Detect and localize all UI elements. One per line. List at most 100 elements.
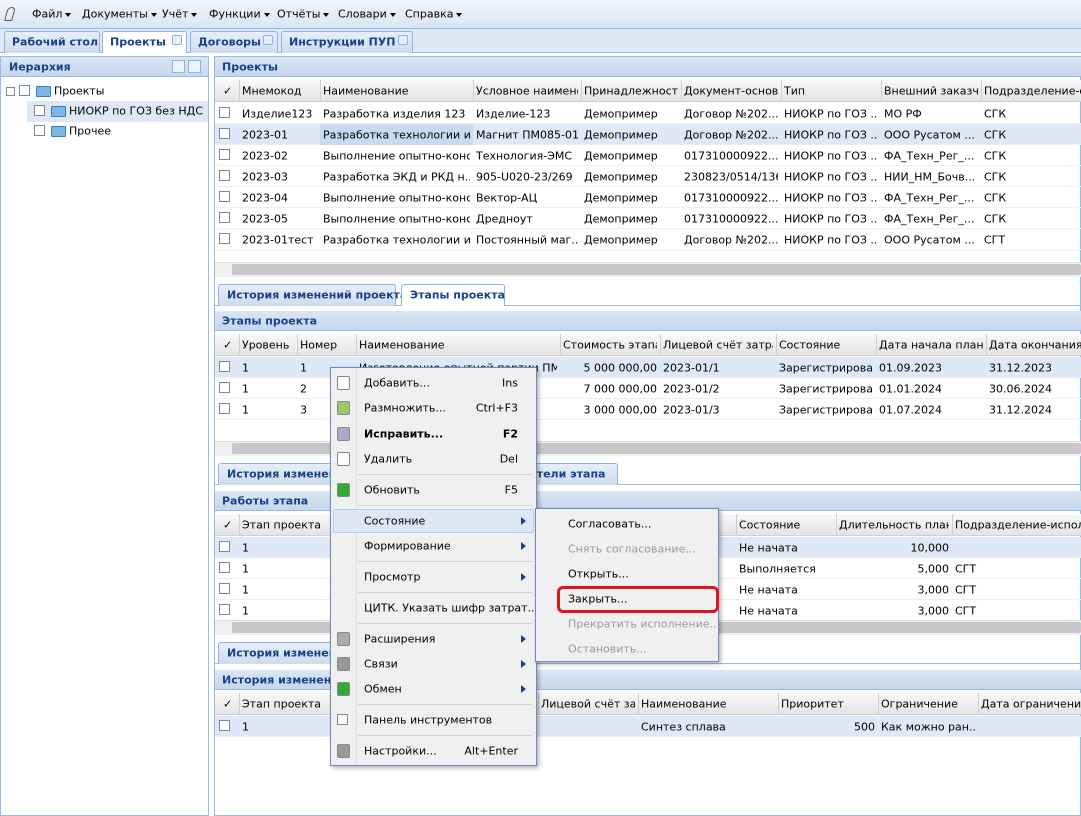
grid-cell[interactable]: Как можно ран... [881,720,975,734]
grid-cell[interactable]: 2023-01 [242,128,288,142]
grid-cell[interactable]: ФА_Техн_Рег_... [884,191,975,205]
grid-cell[interactable]: СГТ [984,233,1006,247]
grid-cell[interactable]: Технология-ЭМС [476,149,573,163]
grid-cell[interactable]: 01.01.2024 [879,382,942,396]
tool-btn[interactable] [172,60,185,73]
grid-cell[interactable]: СГК [984,212,1007,226]
grid-cell[interactable]: 1 [242,541,249,555]
tab[interactable] [4,31,100,53]
menu-item[interactable]: Панель инструментов [364,713,493,727]
checkbox[interactable] [219,382,230,393]
grid-cell[interactable]: МО РФ [884,107,922,121]
grid-cell[interactable]: 2023-03 [242,170,288,184]
submenu-item[interactable]: Открыть... [568,567,629,581]
grid-cell[interactable]: Дредноут [476,212,533,226]
grid-cell[interactable]: Демопример [584,149,658,163]
grid-cell[interactable]: СГК [984,191,1007,205]
grid-cell[interactable]: 3,000 [917,604,950,618]
grid-cell[interactable]: 5,000 [917,562,950,576]
tab-label[interactable]: ители этапа [529,467,606,481]
submenu-item[interactable]: Согласовать... [568,517,652,531]
checkbox[interactable] [34,125,45,136]
tab[interactable] [190,31,278,53]
grid-cell[interactable]: 1 [242,361,249,375]
grid-cell[interactable]: 230823/0514/136 [684,170,778,184]
tree-node[interactable]: Проекты [54,84,105,98]
checkbox[interactable] [219,212,230,223]
grid-cell[interactable]: НИОКР по ГОЗ ... [784,128,878,142]
tab[interactable] [218,284,396,306]
checkbox[interactable] [219,562,230,573]
tab[interactable] [401,284,505,306]
grid-cell[interactable]: Не начата [739,583,798,597]
grid-cell[interactable]: Вектор-АЦ [476,191,538,205]
grid-cell[interactable]: Не начата [739,604,798,618]
checkbox[interactable] [219,149,230,160]
submenu-item[interactable]: Закрыть... [568,592,628,606]
grid-cell[interactable]: 1 [242,403,249,417]
checkbox[interactable] [219,233,230,244]
grid-cell[interactable]: 1 [242,583,249,597]
grid-cell[interactable]: 1 [242,720,249,734]
menu-item[interactable]: Словари [338,7,387,21]
grid-cell[interactable]: Зарегистрирован [779,361,873,375]
menu-item[interactable]: Связи [364,657,398,671]
checkbox[interactable] [219,583,230,594]
tab-label[interactable]: Проекты [110,35,166,49]
grid-cell[interactable]: Не начата [739,541,798,555]
tab-close[interactable] [263,35,273,45]
grid-cell[interactable]: 017310000922... [684,212,778,226]
grid-cell[interactable]: Постоянный маг... [476,233,578,247]
grid-cell[interactable]: Демопример [584,128,658,142]
grid-cell[interactable]: 01.07.2024 [879,403,942,417]
grid-cell[interactable]: Изделие123 [242,107,313,121]
tab-label[interactable]: История изменени [227,467,345,481]
grid-cell[interactable]: СГТ [955,604,977,618]
tree-toggle[interactable] [6,87,15,96]
grid-cell[interactable]: ООО Русатом ... [884,233,975,247]
grid-cell[interactable]: Демопример [584,212,658,226]
grid-cell[interactable]: Синтез сплава [641,720,726,734]
tab-label[interactable]: История изменений проекта [227,288,408,302]
grid-cell[interactable]: СГК [984,128,1007,142]
menu-item[interactable]: Удалить [364,452,413,466]
grid-cell[interactable]: Договор №202... [684,128,778,142]
tab-label[interactable]: История изменени [227,646,345,660]
checkbox[interactable] [219,361,230,372]
scroll-thumb[interactable] [232,264,1081,275]
grid-cell[interactable]: СГК [984,170,1007,184]
grid-cell[interactable]: 10,000 [910,541,950,555]
grid-cell[interactable]: Выполнение опытно-конс... [323,191,470,205]
grid-cell[interactable]: Зарегистрирован [779,403,873,417]
grid-cell[interactable]: ФА_Техн_Рег_... [884,212,975,226]
grid-cell[interactable]: СГК [984,149,1007,163]
grid-cell[interactable]: СГК [984,107,1007,121]
grid-cell[interactable]: 1 [300,361,307,375]
grid-cell[interactable]: НИОКР по ГОЗ ... [784,149,878,163]
grid-cell[interactable]: 3 000 000,00 [583,403,657,417]
checkbox[interactable] [219,191,230,202]
grid-cell[interactable]: 1 [242,562,249,576]
tab-label[interactable]: Договоры [198,35,261,49]
grid-cell[interactable]: Магнит ПМ085-01 [476,128,578,142]
menu-item[interactable]: Состояние [364,514,426,528]
checkbox[interactable] [219,128,230,139]
menu-item[interactable]: ЦИТК. Указать шифр затрат... [364,601,539,615]
grid-cell[interactable]: 5 000 000,00 [583,361,657,375]
grid-cell[interactable]: Разработка технологии и... [323,128,470,142]
grid-cell[interactable]: ФА_Техн_Рег_... [884,149,975,163]
checkbox[interactable] [219,107,230,118]
grid-cell[interactable]: НИОКР по ГОЗ ... [784,170,878,184]
checkbox[interactable] [219,541,230,552]
tree-node[interactable]: Прочее [69,124,112,138]
grid-cell[interactable]: Выполнение опытно-конс... [323,149,470,163]
grid-cell[interactable]: Изделие-123 [476,107,551,121]
menu-item[interactable]: Расширения [364,632,436,646]
tab[interactable] [102,31,187,53]
grid-cell[interactable]: СГТ [955,562,977,576]
grid-cell[interactable]: 1 [242,604,249,618]
checkbox[interactable] [219,170,230,181]
grid-cell[interactable]: ООО Русатом ... [884,128,975,142]
tree-node[interactable]: НИОКР по ГОЗ без НДС [69,104,203,118]
grid-cell[interactable]: 1 [242,382,249,396]
